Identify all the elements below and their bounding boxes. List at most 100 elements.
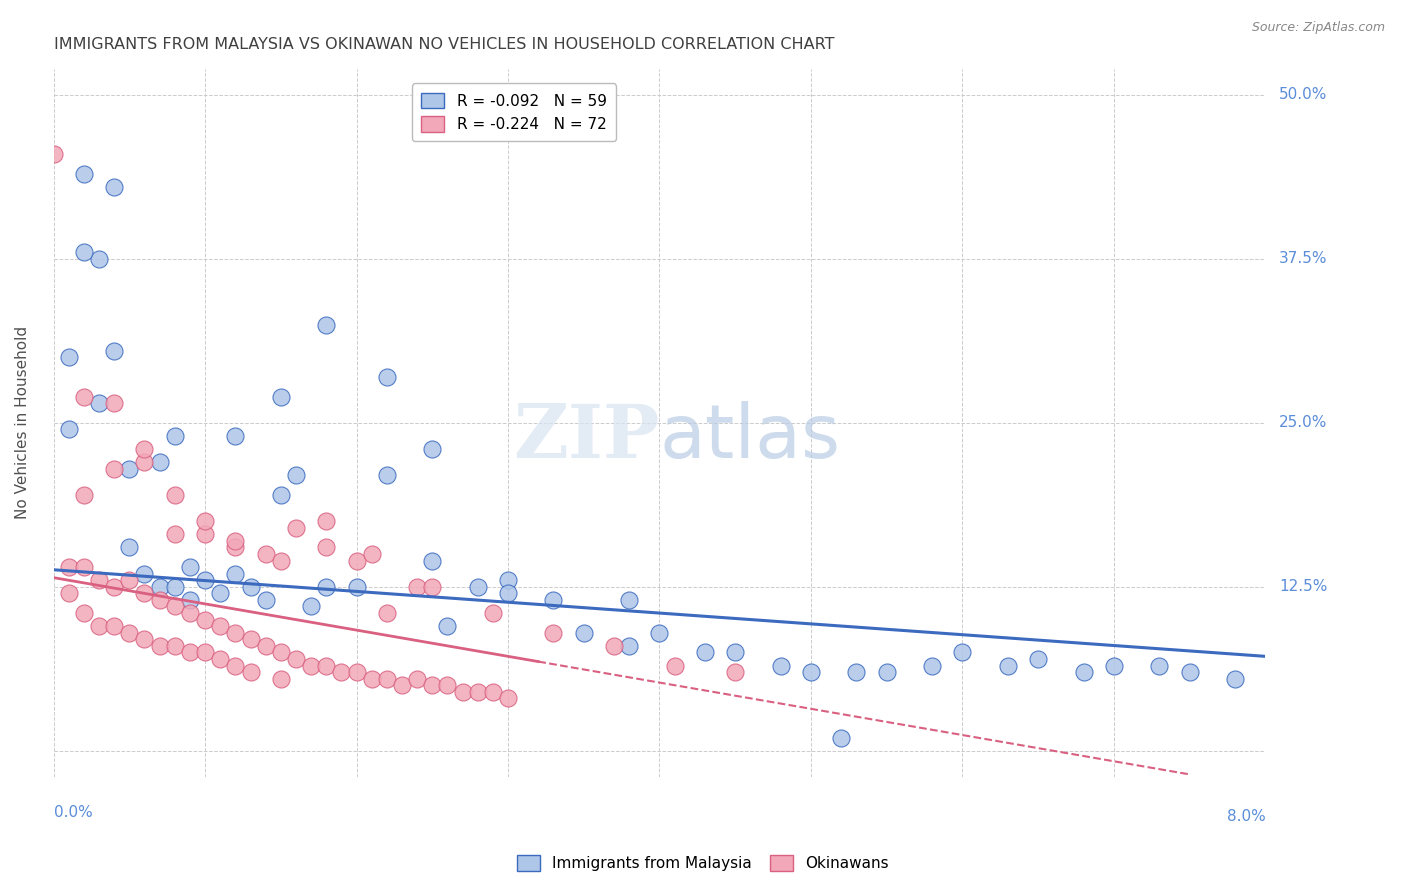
Point	[118, 574, 141, 588]
Point	[997, 658, 1019, 673]
Point	[103, 462, 125, 476]
Point	[118, 625, 141, 640]
Point	[224, 533, 246, 548]
Point	[58, 586, 80, 600]
Point	[1026, 652, 1049, 666]
Point	[1178, 665, 1201, 679]
Point	[134, 455, 156, 469]
Point	[482, 606, 505, 620]
Point	[346, 553, 368, 567]
Point	[375, 370, 398, 384]
Point	[42, 147, 65, 161]
Point	[239, 632, 262, 647]
Point	[543, 625, 565, 640]
Text: atlas: atlas	[659, 401, 841, 474]
Point	[420, 442, 443, 456]
Point	[209, 619, 232, 633]
Point	[58, 560, 80, 574]
Point	[496, 691, 519, 706]
Point	[73, 167, 96, 181]
Point	[87, 252, 110, 266]
Point	[617, 639, 640, 653]
Point	[58, 351, 80, 365]
Point	[239, 665, 262, 679]
Point	[315, 318, 337, 332]
Point	[194, 514, 217, 528]
Point	[436, 619, 458, 633]
Point	[163, 527, 186, 541]
Point	[299, 658, 322, 673]
Point	[149, 639, 172, 653]
Point	[375, 672, 398, 686]
Point	[209, 586, 232, 600]
Point	[224, 658, 246, 673]
Point	[315, 541, 337, 555]
Point	[284, 521, 307, 535]
Point	[1073, 665, 1095, 679]
Point	[375, 468, 398, 483]
Point	[467, 580, 489, 594]
Point	[800, 665, 823, 679]
Point	[360, 672, 382, 686]
Point	[1149, 658, 1171, 673]
Legend: Immigrants from Malaysia, Okinawans: Immigrants from Malaysia, Okinawans	[510, 849, 896, 877]
Text: 37.5%: 37.5%	[1279, 252, 1327, 267]
Text: 50.0%: 50.0%	[1279, 87, 1327, 103]
Point	[149, 455, 172, 469]
Point	[617, 593, 640, 607]
Text: 25.0%: 25.0%	[1279, 416, 1327, 430]
Point	[73, 560, 96, 574]
Point	[224, 541, 246, 555]
Point	[420, 580, 443, 594]
Point	[346, 665, 368, 679]
Point	[391, 678, 413, 692]
Point	[845, 665, 868, 679]
Point	[194, 527, 217, 541]
Point	[224, 429, 246, 443]
Point	[134, 586, 156, 600]
Point	[149, 580, 172, 594]
Point	[451, 685, 474, 699]
Point	[87, 396, 110, 410]
Point	[73, 390, 96, 404]
Point	[496, 586, 519, 600]
Point	[73, 488, 96, 502]
Point	[406, 580, 429, 594]
Point	[360, 547, 382, 561]
Point	[87, 574, 110, 588]
Legend: R = -0.092   N = 59, R = -0.224   N = 72: R = -0.092 N = 59, R = -0.224 N = 72	[412, 84, 616, 142]
Point	[163, 580, 186, 594]
Point	[103, 619, 125, 633]
Point	[73, 606, 96, 620]
Text: 8.0%: 8.0%	[1226, 809, 1265, 824]
Point	[118, 541, 141, 555]
Point	[270, 390, 292, 404]
Point	[436, 678, 458, 692]
Point	[482, 685, 505, 699]
Point	[179, 560, 201, 574]
Point	[103, 580, 125, 594]
Point	[134, 632, 156, 647]
Point	[420, 553, 443, 567]
Point	[163, 429, 186, 443]
Point	[315, 514, 337, 528]
Point	[270, 645, 292, 659]
Point	[179, 606, 201, 620]
Point	[163, 599, 186, 614]
Point	[467, 685, 489, 699]
Point	[118, 462, 141, 476]
Point	[315, 658, 337, 673]
Point	[543, 593, 565, 607]
Point	[224, 625, 246, 640]
Point	[163, 488, 186, 502]
Point	[330, 665, 353, 679]
Point	[315, 580, 337, 594]
Point	[254, 593, 277, 607]
Text: 12.5%: 12.5%	[1279, 579, 1327, 594]
Point	[254, 639, 277, 653]
Point	[830, 731, 852, 745]
Point	[209, 652, 232, 666]
Point	[194, 574, 217, 588]
Point	[194, 613, 217, 627]
Point	[952, 645, 974, 659]
